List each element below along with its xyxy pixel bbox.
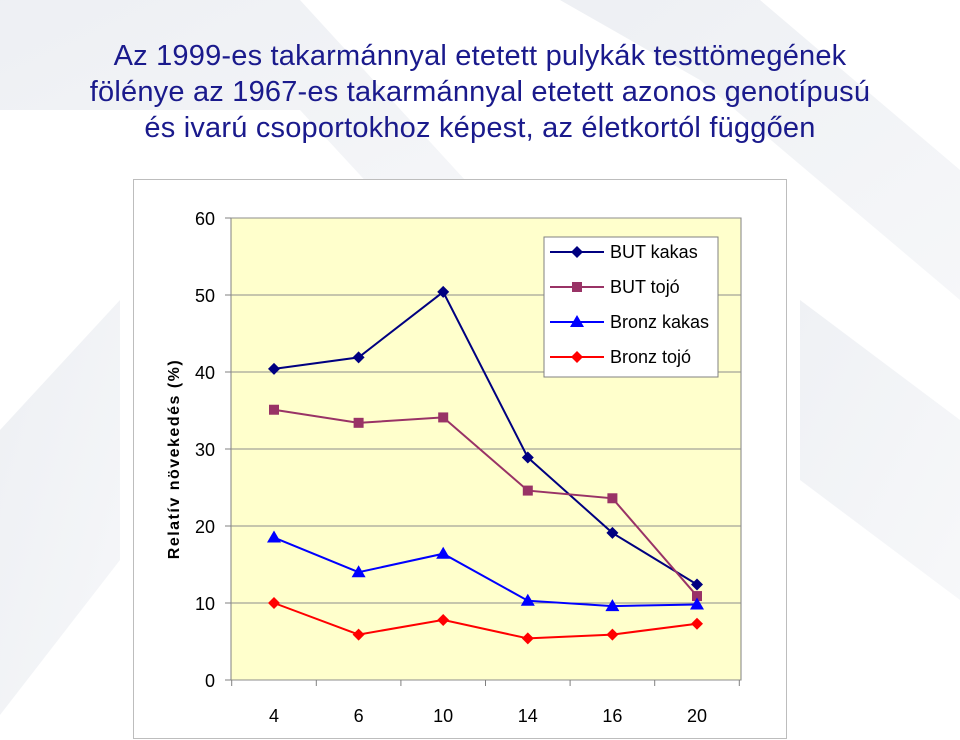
title-line-2: fölénye az 1967-es takarmánnyal etetett … — [89, 76, 871, 108]
y-tick-label: 40 — [195, 363, 215, 383]
legend-label: Bronz tojó — [610, 347, 691, 367]
data-point — [351, 565, 366, 578]
legend-marker — [571, 246, 583, 258]
series-4 — [268, 597, 703, 645]
data-point — [691, 617, 703, 630]
legend-label: BUT tojó — [610, 277, 680, 297]
data-point — [268, 362, 280, 375]
data-point — [520, 593, 535, 606]
data-point — [352, 628, 365, 641]
data-point — [691, 578, 703, 591]
series-3 — [267, 530, 704, 612]
title-line-3: és ivarú csoportokhoz képest, az életkor… — [144, 112, 816, 144]
slide-title: Az 1999-es takarmánnyal etetett pulykák … — [0, 38, 960, 146]
legend-marker — [571, 351, 583, 363]
x-tick-label: 4 — [269, 706, 279, 726]
x-tick-label: 10 — [433, 706, 453, 726]
data-point — [437, 613, 450, 626]
x-tick-label: 16 — [602, 706, 622, 726]
data-point — [353, 417, 364, 428]
y-tick-label: 20 — [195, 517, 215, 537]
series-line — [273, 536, 698, 608]
series-group — [267, 285, 704, 645]
bg-shape — [800, 300, 960, 600]
series-1 — [268, 285, 703, 591]
data-point — [522, 485, 533, 496]
x-tick-label: 6 — [354, 706, 364, 726]
legend-label: BUT kakas — [610, 242, 698, 262]
legend-box — [543, 236, 719, 378]
x-tick-label: 20 — [687, 706, 707, 726]
y-axis-label: Relatív növekedés (%) — [166, 359, 183, 559]
series-line — [273, 602, 698, 640]
x-tick-labels: 4 6 10 14 16 20 — [269, 706, 707, 726]
bg-shape — [560, 0, 960, 300]
series-line — [273, 408, 698, 597]
data-point — [690, 597, 704, 610]
data-point — [521, 451, 534, 464]
data-point — [437, 285, 450, 298]
data-point — [352, 351, 365, 364]
data-point — [269, 404, 279, 415]
series-line — [273, 290, 698, 586]
line-chart: 0 10 20 30 40 50 60 4 6 10 14 16 20 Relatív növeked… — [166, 209, 742, 726]
legend-label: Bronz kakas — [610, 312, 709, 332]
data-point — [267, 530, 281, 543]
series-2 — [269, 404, 702, 602]
y-tick-label: 60 — [195, 209, 215, 229]
data-point — [438, 412, 449, 423]
legend-marker — [570, 315, 584, 327]
legend: BUT kakas BUT tojó Bronz kakas Bronz tojó — [543, 236, 719, 378]
chart-area: 0 10 20 30 40 50 60 4 6 10 14 16 20 Relatív növeked… — [133, 179, 787, 739]
data-point — [692, 591, 702, 602]
data-point — [606, 526, 619, 539]
data-point — [607, 493, 618, 504]
y-tick-labels: 0 10 20 30 40 50 60 — [195, 209, 215, 691]
bg-shape — [0, 300, 120, 715]
y-tick-label: 50 — [195, 286, 215, 306]
data-point — [268, 597, 280, 609]
data-point — [436, 546, 451, 559]
data-point — [606, 628, 619, 641]
legend-marker — [572, 282, 582, 292]
data-point — [521, 632, 534, 645]
y-tick-label: 0 — [205, 671, 215, 691]
y-tick-label: 30 — [195, 440, 215, 460]
x-tick-label: 14 — [518, 706, 538, 726]
title-line-1: Az 1999-es takarmánnyal etetett pulykák … — [113, 40, 847, 72]
gridlines — [225, 217, 741, 686]
y-tick-label: 10 — [195, 594, 215, 614]
data-point — [605, 599, 620, 612]
